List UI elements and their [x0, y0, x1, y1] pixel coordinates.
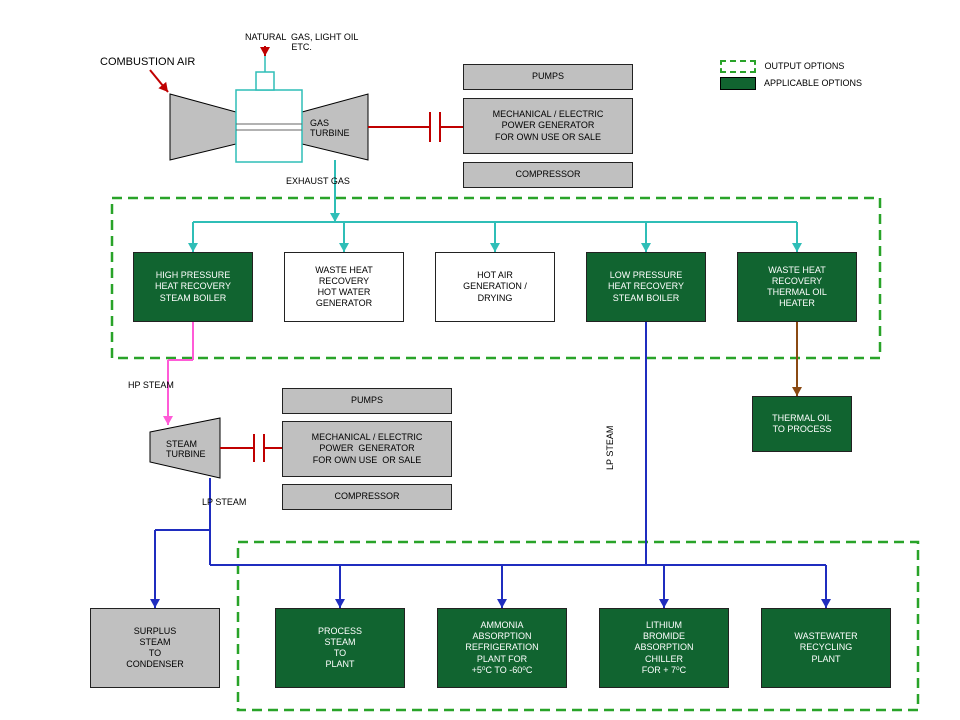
combustion-air-label: COMBUSTION AIR [100, 56, 195, 68]
natural-gas-label: NATURAL GAS, LIGHT OIL ETC. [245, 32, 358, 52]
hotair-box: HOT AIR GENERATION / DRYING [435, 252, 555, 322]
gen2-box: MECHANICAL / ELECTRIC POWER GENERATOR FO… [282, 421, 452, 477]
surplus-box: SURPLUS STEAM TO CONDENSER [90, 608, 220, 688]
legend-output-label: OUTPUT OPTIONS [765, 61, 845, 71]
gen1-box: MECHANICAL / ELECTRIC POWER GENERATOR FO… [463, 98, 633, 154]
exhaust-gas-label: EXHAUST GAS [286, 176, 350, 186]
hp-boiler-box: HIGH PRESSURE HEAT RECOVERY STEAM BOILER [133, 252, 253, 322]
whr-th-box: WASTE HEAT RECOVERY THERMAL OIL HEATER [737, 252, 857, 322]
hp-steam-label: HP STEAM [128, 380, 174, 390]
comp2-box: COMPRESSOR [282, 484, 452, 510]
legend-applicable-swatch [720, 77, 756, 90]
thermal-oil-box: THERMAL OIL TO PROCESS [752, 396, 852, 452]
lp-steam-right-label: LP STEAM [605, 426, 615, 470]
comp1-box: COMPRESSOR [463, 162, 633, 188]
steam-turbine-label: STEAM TURBINE [166, 439, 216, 459]
lp-steam-left-label: LP STEAM [202, 497, 246, 507]
ammonia-box: AMMONIA ABSORPTION REFRIGERATION PLANT F… [437, 608, 567, 688]
legend-output-swatch [720, 60, 756, 73]
pumps1-box: PUMPS [463, 64, 633, 90]
whr-hw-box: WASTE HEAT RECOVERY HOT WATER GENERATOR [284, 252, 404, 322]
legend-applicable-label: APPLICABLE OPTIONS [764, 78, 862, 88]
lp-boiler-box: LOW PRESSURE HEAT RECOVERY STEAM BOILER [586, 252, 706, 322]
process-steam-box: PROCESS STEAM TO PLANT [275, 608, 405, 688]
legend: OUTPUT OPTIONS APPLICABLE OPTIONS [720, 60, 862, 90]
pumps2-box: PUMPS [282, 388, 452, 414]
wastewater-box: WASTEWATER RECYCLING PLANT [761, 608, 891, 688]
libr-box: LITHIUM BROMIDE ABSORPTION CHILLER FOR +… [599, 608, 729, 688]
gas-turbine-label: GAS TURBINE [310, 118, 358, 138]
